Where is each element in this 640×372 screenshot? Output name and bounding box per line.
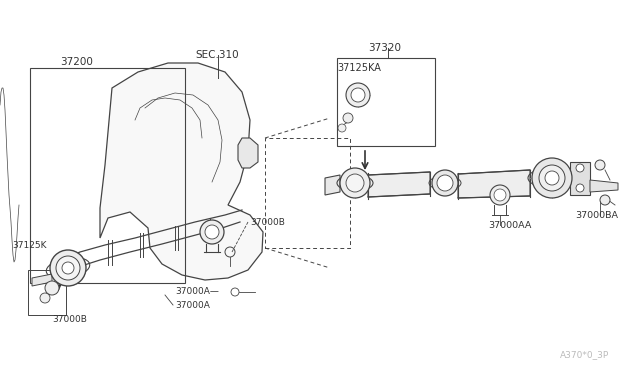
Circle shape — [56, 256, 80, 280]
Text: 37000B: 37000B — [52, 315, 87, 324]
Circle shape — [205, 225, 219, 239]
Polygon shape — [458, 170, 530, 198]
Circle shape — [532, 158, 572, 198]
Text: 37125K: 37125K — [12, 241, 47, 250]
Polygon shape — [100, 63, 263, 280]
Circle shape — [432, 170, 458, 196]
Circle shape — [62, 262, 74, 274]
Polygon shape — [238, 138, 258, 168]
Polygon shape — [570, 162, 590, 195]
Circle shape — [340, 168, 370, 198]
Text: 37000B: 37000B — [250, 218, 285, 227]
Circle shape — [346, 174, 364, 192]
Text: 37320: 37320 — [368, 43, 401, 53]
Circle shape — [595, 160, 605, 170]
Circle shape — [45, 281, 59, 295]
Circle shape — [343, 113, 353, 123]
Polygon shape — [590, 180, 618, 192]
Text: SEC.310: SEC.310 — [195, 50, 239, 60]
Text: A370*0_3P: A370*0_3P — [560, 350, 609, 359]
Circle shape — [50, 250, 86, 286]
Circle shape — [490, 185, 510, 205]
Circle shape — [351, 88, 365, 102]
Text: 37000A—: 37000A— — [175, 288, 219, 296]
Circle shape — [539, 165, 565, 191]
Text: 37000AA: 37000AA — [488, 221, 531, 230]
Circle shape — [600, 195, 610, 205]
Polygon shape — [32, 274, 52, 286]
Polygon shape — [325, 175, 340, 195]
Bar — [265, 138, 350, 248]
Circle shape — [494, 189, 506, 201]
Text: 37000A: 37000A — [175, 301, 210, 310]
Circle shape — [338, 124, 346, 132]
Bar — [30, 68, 185, 283]
Text: 37200: 37200 — [60, 57, 93, 67]
Circle shape — [576, 184, 584, 192]
Text: 37125KA: 37125KA — [337, 63, 381, 73]
Circle shape — [346, 83, 370, 107]
Circle shape — [437, 175, 453, 191]
Polygon shape — [368, 172, 430, 197]
Circle shape — [576, 164, 584, 172]
Bar — [28, 270, 66, 315]
Bar — [337, 58, 435, 146]
Circle shape — [200, 220, 224, 244]
Circle shape — [545, 171, 559, 185]
Circle shape — [40, 293, 50, 303]
Text: 37000BA: 37000BA — [575, 211, 618, 219]
